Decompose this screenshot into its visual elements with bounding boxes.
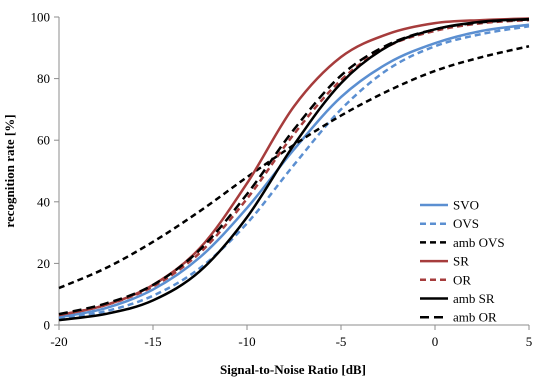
series-line-amb-ovs — [58, 45, 530, 290]
x-axis-title: Signal-to-Noise Ratio [dB] — [220, 362, 366, 377]
legend-label-amb-or: amb OR — [453, 310, 497, 325]
legend-label-sr: SR — [453, 254, 469, 269]
y-tick-label: 100 — [31, 10, 51, 25]
y-tick-label: 40 — [37, 194, 50, 209]
axes — [54, 16, 530, 330]
y-axis-title: recognition rate [%] — [2, 114, 17, 227]
legend-label-amb-ovs: amb OVS — [453, 235, 505, 250]
legend-label-amb-sr: amb SR — [453, 291, 495, 306]
legend-label-ovs: OVS — [453, 216, 479, 231]
series-layer — [58, 17, 530, 322]
legend-label-svo: SVO — [453, 198, 479, 213]
x-tick-label: 5 — [526, 334, 533, 349]
y-tick-label: 80 — [37, 71, 50, 86]
series-line-amb-or — [58, 18, 530, 316]
legend: SVO OVS amb OVS SR OR amb SR amb OR — [420, 198, 505, 325]
x-tick-label: -10 — [238, 334, 255, 349]
legend-label-or: OR — [453, 272, 471, 287]
x-tick-label: 0 — [432, 334, 439, 349]
x-tick-label: -15 — [144, 334, 161, 349]
x-tick-label: -5 — [336, 334, 347, 349]
x-tick-label: -20 — [50, 334, 67, 349]
y-tick-label: 20 — [37, 256, 50, 271]
y-tick-labels: 0 20 40 60 80 100 — [31, 10, 51, 333]
series-line-ovs — [58, 25, 530, 320]
y-tick-label: 60 — [37, 133, 50, 148]
series-line-svo — [58, 23, 530, 319]
y-tick-label: 0 — [44, 318, 51, 333]
x-tick-labels: -20 -15 -10 -5 0 5 — [50, 334, 532, 349]
